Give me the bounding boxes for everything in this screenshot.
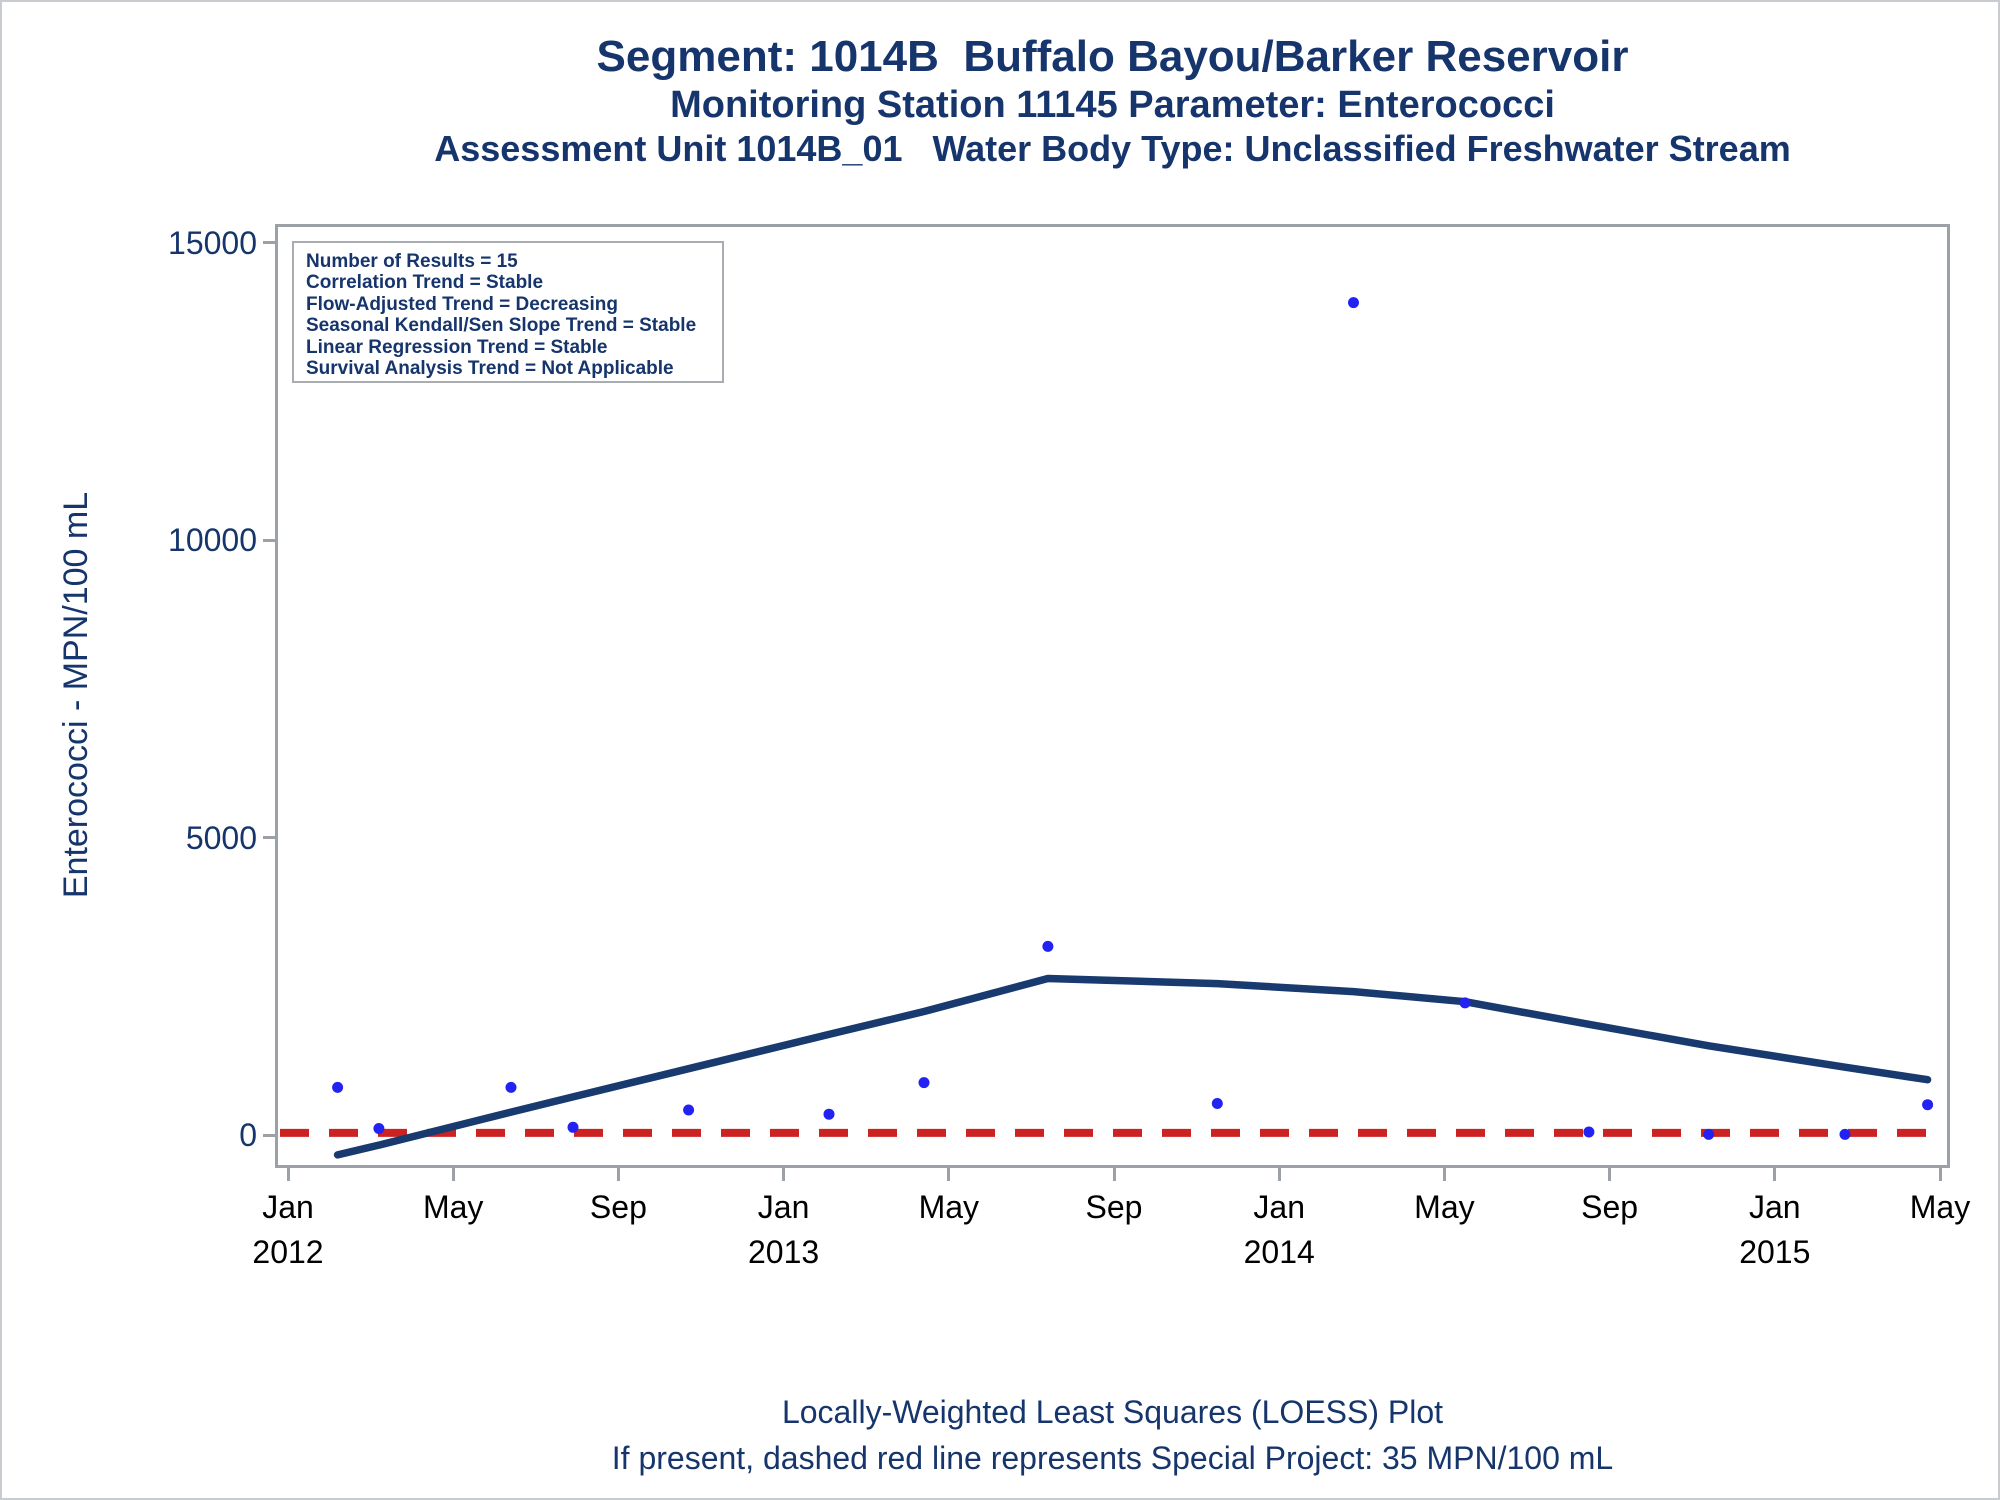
data-point <box>1459 997 1471 1009</box>
x-axis-tick-label: Jan <box>757 1189 810 1225</box>
footnote-special-project: If present, dashed red line represents S… <box>611 1440 1614 1476</box>
x-axis-tick-label: May <box>1909 1189 1971 1225</box>
stat-correlation-trend: Correlation Trend = Stable <box>306 272 544 294</box>
data-point <box>1839 1128 1851 1140</box>
trend-stats-box: Number of Results = 15 Correlation Trend… <box>292 241 724 383</box>
y-axis-tick-mark <box>263 1133 275 1137</box>
x-axis-tick-mark <box>286 1168 290 1181</box>
x-axis-tick-mark <box>1773 1168 1777 1181</box>
y-axis-tick-label: 5000 <box>185 819 257 856</box>
x-axis-tick-mark <box>1442 1168 1446 1181</box>
data-point <box>1703 1128 1715 1140</box>
data-point <box>332 1081 344 1093</box>
x-axis-year-label: 2014 <box>1243 1234 1315 1270</box>
x-axis-year-label: 2015 <box>1739 1234 1811 1270</box>
chart-title-line-2: Monitoring Station 11145 Parameter: Ente… <box>670 84 1555 126</box>
data-point <box>373 1123 385 1134</box>
x-axis-tick-label: Jan <box>1749 1189 1801 1225</box>
x-axis-year-label: 2012 <box>252 1234 324 1270</box>
data-point <box>1583 1126 1595 1138</box>
data-point <box>1922 1099 1934 1111</box>
y-axis-tick-mark <box>263 836 275 839</box>
plot-canvas <box>280 297 1945 1159</box>
y-axis-title: Enterococci - MPN/100 mL <box>57 491 95 899</box>
data-point <box>1042 940 1054 952</box>
stat-linear-regression-trend: Linear Regression Trend = Stable <box>306 336 608 358</box>
x-axis-tick-mark <box>947 1168 951 1181</box>
chart-title-line-3: Assessment Unit 1014B_01 Water Body Type… <box>434 128 1791 169</box>
x-axis-tick-mark <box>1277 1168 1281 1181</box>
x-axis-tick-label: Jan <box>1253 1189 1305 1225</box>
data-point <box>567 1121 579 1133</box>
x-axis-tick-mark <box>782 1168 786 1181</box>
stat-number-of-results: Number of Results = 15 <box>306 251 518 272</box>
loess-curve <box>333 974 1932 1159</box>
x-axis-tick-mark <box>1112 1168 1116 1181</box>
y-axis-tick-mark <box>263 538 275 542</box>
data-point <box>918 1077 930 1089</box>
y-axis-tick-mark <box>263 241 275 244</box>
data-point <box>1211 1098 1223 1109</box>
data-point <box>1348 297 1359 309</box>
x-axis-year-label: 2013 <box>748 1234 820 1270</box>
x-axis-tick-label: Jan <box>262 1189 314 1225</box>
x-axis-tick-mark <box>1938 1168 1942 1181</box>
x-axis-tick-mark <box>451 1168 455 1181</box>
footnote-loess: Locally-Weighted Least Squares (LOESS) P… <box>781 1394 1444 1430</box>
data-point <box>683 1104 695 1116</box>
x-axis-tick-label: Sep <box>589 1189 647 1225</box>
x-axis-tick-label: Sep <box>1085 1189 1143 1225</box>
stat-flow-adjusted-trend: Flow-Adjusted Trend = Decreasing <box>306 293 618 315</box>
x-axis-tick-label: May <box>918 1189 980 1225</box>
x-axis-tick-mark <box>616 1168 620 1181</box>
x-axis-tick-label: Sep <box>1581 1189 1639 1225</box>
y-axis-tick-label: 10000 <box>168 522 257 558</box>
data-point <box>823 1108 835 1120</box>
stat-seasonal-kendall-trend: Seasonal Kendall/Sen Slope Trend = Stabl… <box>306 315 697 337</box>
x-axis-tick-label: May <box>422 1189 484 1225</box>
x-axis-tick-label: May <box>1414 1189 1475 1225</box>
chart-title-line-1: Segment: 1014B Buffalo Bayou/Barker Rese… <box>596 32 1629 81</box>
stat-survival-analysis-trend: Survival Analysis Trend = Not Applicable <box>306 358 674 380</box>
data-point <box>505 1081 517 1093</box>
y-axis-tick-label: 0 <box>239 1117 257 1153</box>
y-axis-tick-label: 15000 <box>168 224 257 261</box>
x-axis-tick-mark <box>1608 1168 1612 1181</box>
